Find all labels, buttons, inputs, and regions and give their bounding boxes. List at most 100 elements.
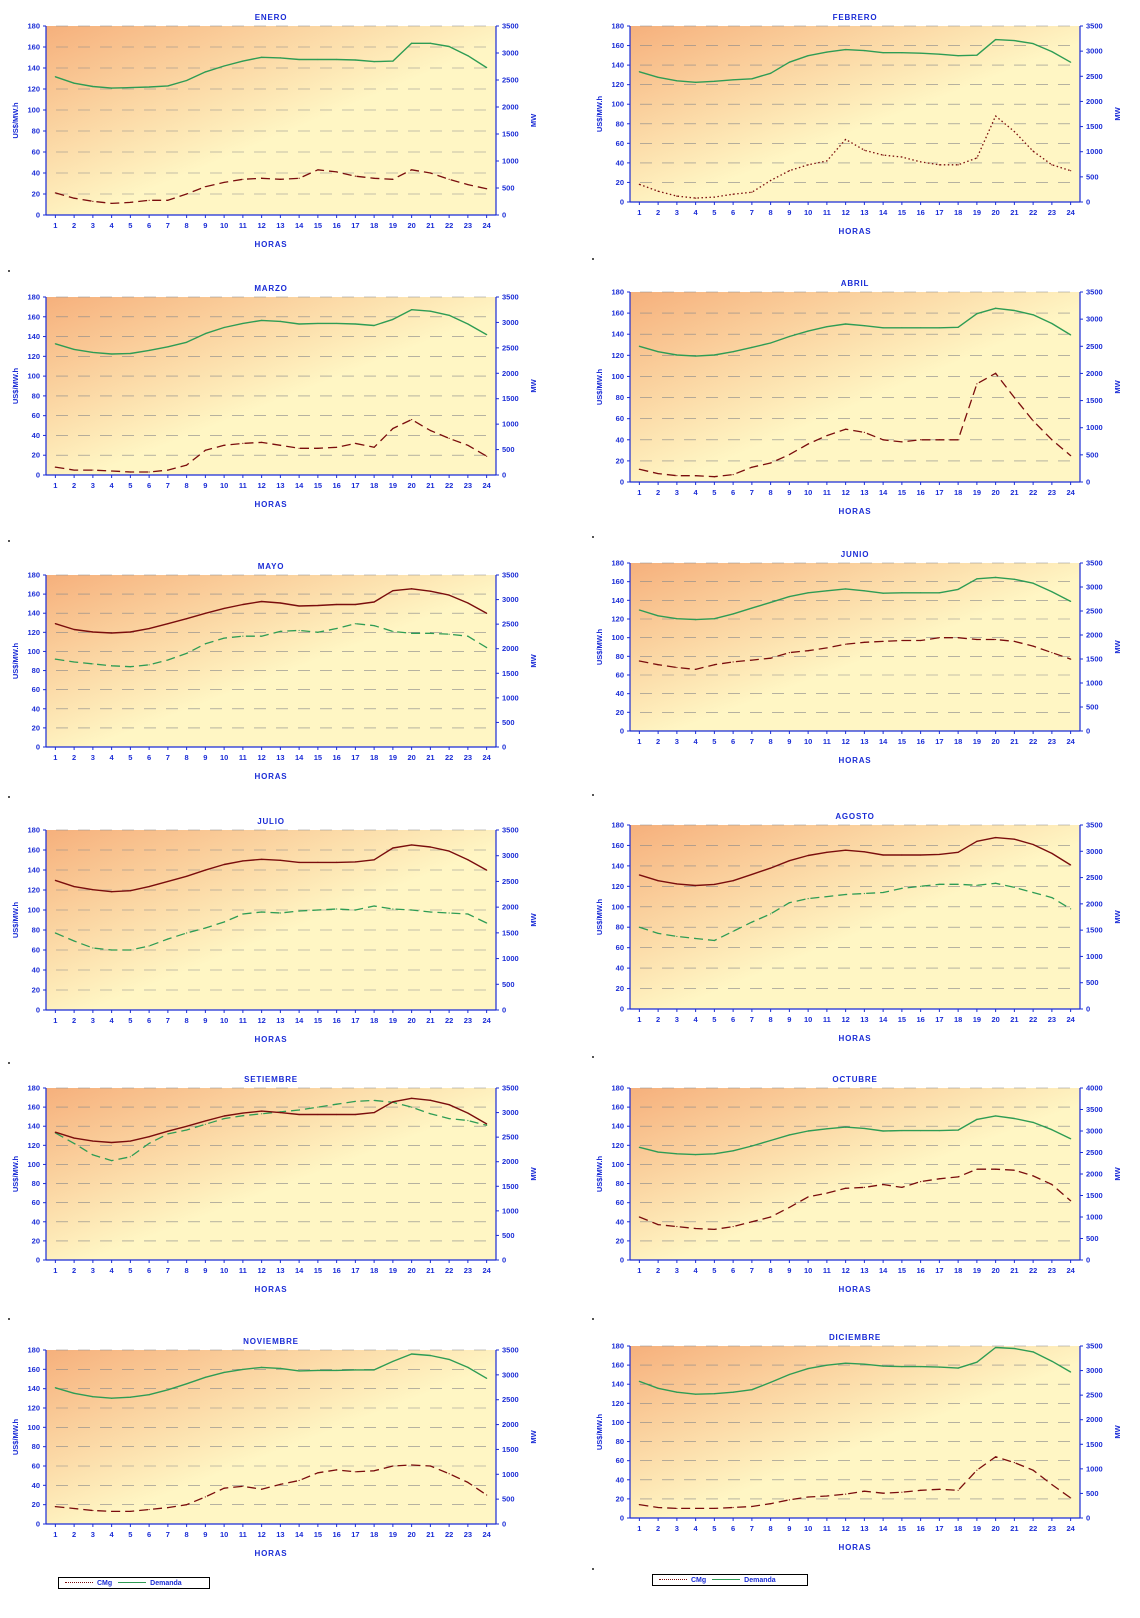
y2-tick-label: 1000 [1086,147,1103,156]
x-axis-title: HORAS [839,1034,872,1043]
x-tick-label: 2 [72,1016,76,1025]
cmg-point [336,627,338,630]
chart-title: JUNIO [841,550,869,559]
cmg-point [901,156,903,158]
y2-tick-label: 0 [502,1006,506,1015]
demand-point [882,1130,884,1132]
x-tick-label: 18 [370,753,378,762]
demand-point [354,861,356,863]
demand-point [788,61,790,63]
cmg-point [957,1176,959,1178]
cmg-point [1032,645,1034,647]
demand-point [1032,843,1034,846]
y2-tick-label: 2000 [1086,97,1103,106]
demand-point [826,590,828,592]
y-axis-title: US$/MW.h [595,1155,604,1192]
demand-point [1032,314,1034,316]
y2-tick-label: 1000 [502,1206,519,1215]
demand-point [1051,1360,1053,1362]
demand-point [751,873,753,876]
cmg-point [845,1187,847,1189]
y2-tick-label: 1500 [502,1445,519,1454]
y2-tick-label: 500 [1086,978,1099,987]
demand-point [920,1366,922,1368]
cmg-point [863,149,865,151]
cmg-point [204,449,206,451]
cmg-point [1013,1461,1015,1464]
x-tick-label: 5 [128,481,132,490]
cmg-point [657,664,659,666]
legend-demand-swatch [118,1582,147,1584]
plot-area [630,292,1080,482]
x-axis-title: HORAS [255,240,288,249]
x-tick-label: 22 [445,481,453,490]
demand-point [1013,578,1015,580]
demand-point [467,323,469,325]
x-tick-label: 9 [203,221,207,230]
cmg-point [54,1506,56,1508]
cmg-point [920,161,922,163]
demand-point [901,854,903,856]
cmg-point [167,1506,169,1509]
demand-point [336,1369,338,1371]
x-tick-label: 8 [769,1524,773,1533]
y2-tick-label: 3000 [502,1108,519,1117]
demand-point [392,318,394,320]
x-tick-label: 9 [787,1524,791,1533]
y-tick-label: 160 [611,577,624,586]
y-tick-label: 160 [611,41,624,50]
y-tick-label: 80 [32,1442,40,1451]
demand-point [713,1393,715,1395]
x-tick-label: 18 [954,1266,962,1275]
cmg-point [111,949,113,951]
x-tick-label: 15 [898,1266,906,1275]
y2-tick-label: 2000 [1086,631,1103,640]
demand-point [111,1141,113,1144]
demand-point [336,58,338,61]
x-tick-label: 13 [276,481,284,490]
demand-point [279,1111,281,1114]
demand-point [676,883,678,885]
x-tick-label: 18 [370,221,378,230]
cmg-point [751,659,753,661]
demand-point [204,1376,206,1378]
chart-title: MAYO [258,562,284,571]
cmg-point [186,932,188,934]
cmg-point [467,913,469,915]
cmg-point [242,913,244,915]
demand-point [129,1396,131,1398]
x-tick-label: 13 [860,1015,868,1024]
demand-point [92,85,94,88]
cmg-point [1013,886,1015,888]
demand-point [111,353,113,355]
y-tick-label: 140 [27,332,40,341]
demand-point [486,66,488,69]
demand-point [845,588,847,590]
x-tick-label: 4 [694,1524,699,1533]
cmg-point [638,660,640,662]
cmg-point [411,169,413,171]
x-axis-title: HORAS [839,756,872,765]
demand-point [317,1113,319,1116]
chart-title: FEBRERO [833,13,878,22]
demand-point [242,322,244,325]
demand-point [411,588,413,590]
legend-cmg-swatch [659,1579,687,1581]
x-tick-label: 9 [787,488,791,497]
x-tick-label: 11 [823,1266,831,1275]
y-axis-title: US$/MW.h [595,1413,604,1450]
chart-title: MARZO [254,284,287,293]
demand-point [995,576,997,578]
y-tick-label: 160 [611,1361,624,1370]
legend-demand-label: Demanda [744,1576,776,1584]
demand-point [732,880,734,882]
cmg-point [92,663,94,665]
y-tick-label: 60 [616,1198,624,1207]
cmg-point [732,661,734,663]
y-tick-label: 20 [616,1236,624,1245]
cmg-point [92,1509,94,1512]
cmg-point [242,635,244,637]
x-tick-label: 18 [954,208,962,217]
cmg-point [448,1117,450,1120]
demand-point [261,56,263,58]
